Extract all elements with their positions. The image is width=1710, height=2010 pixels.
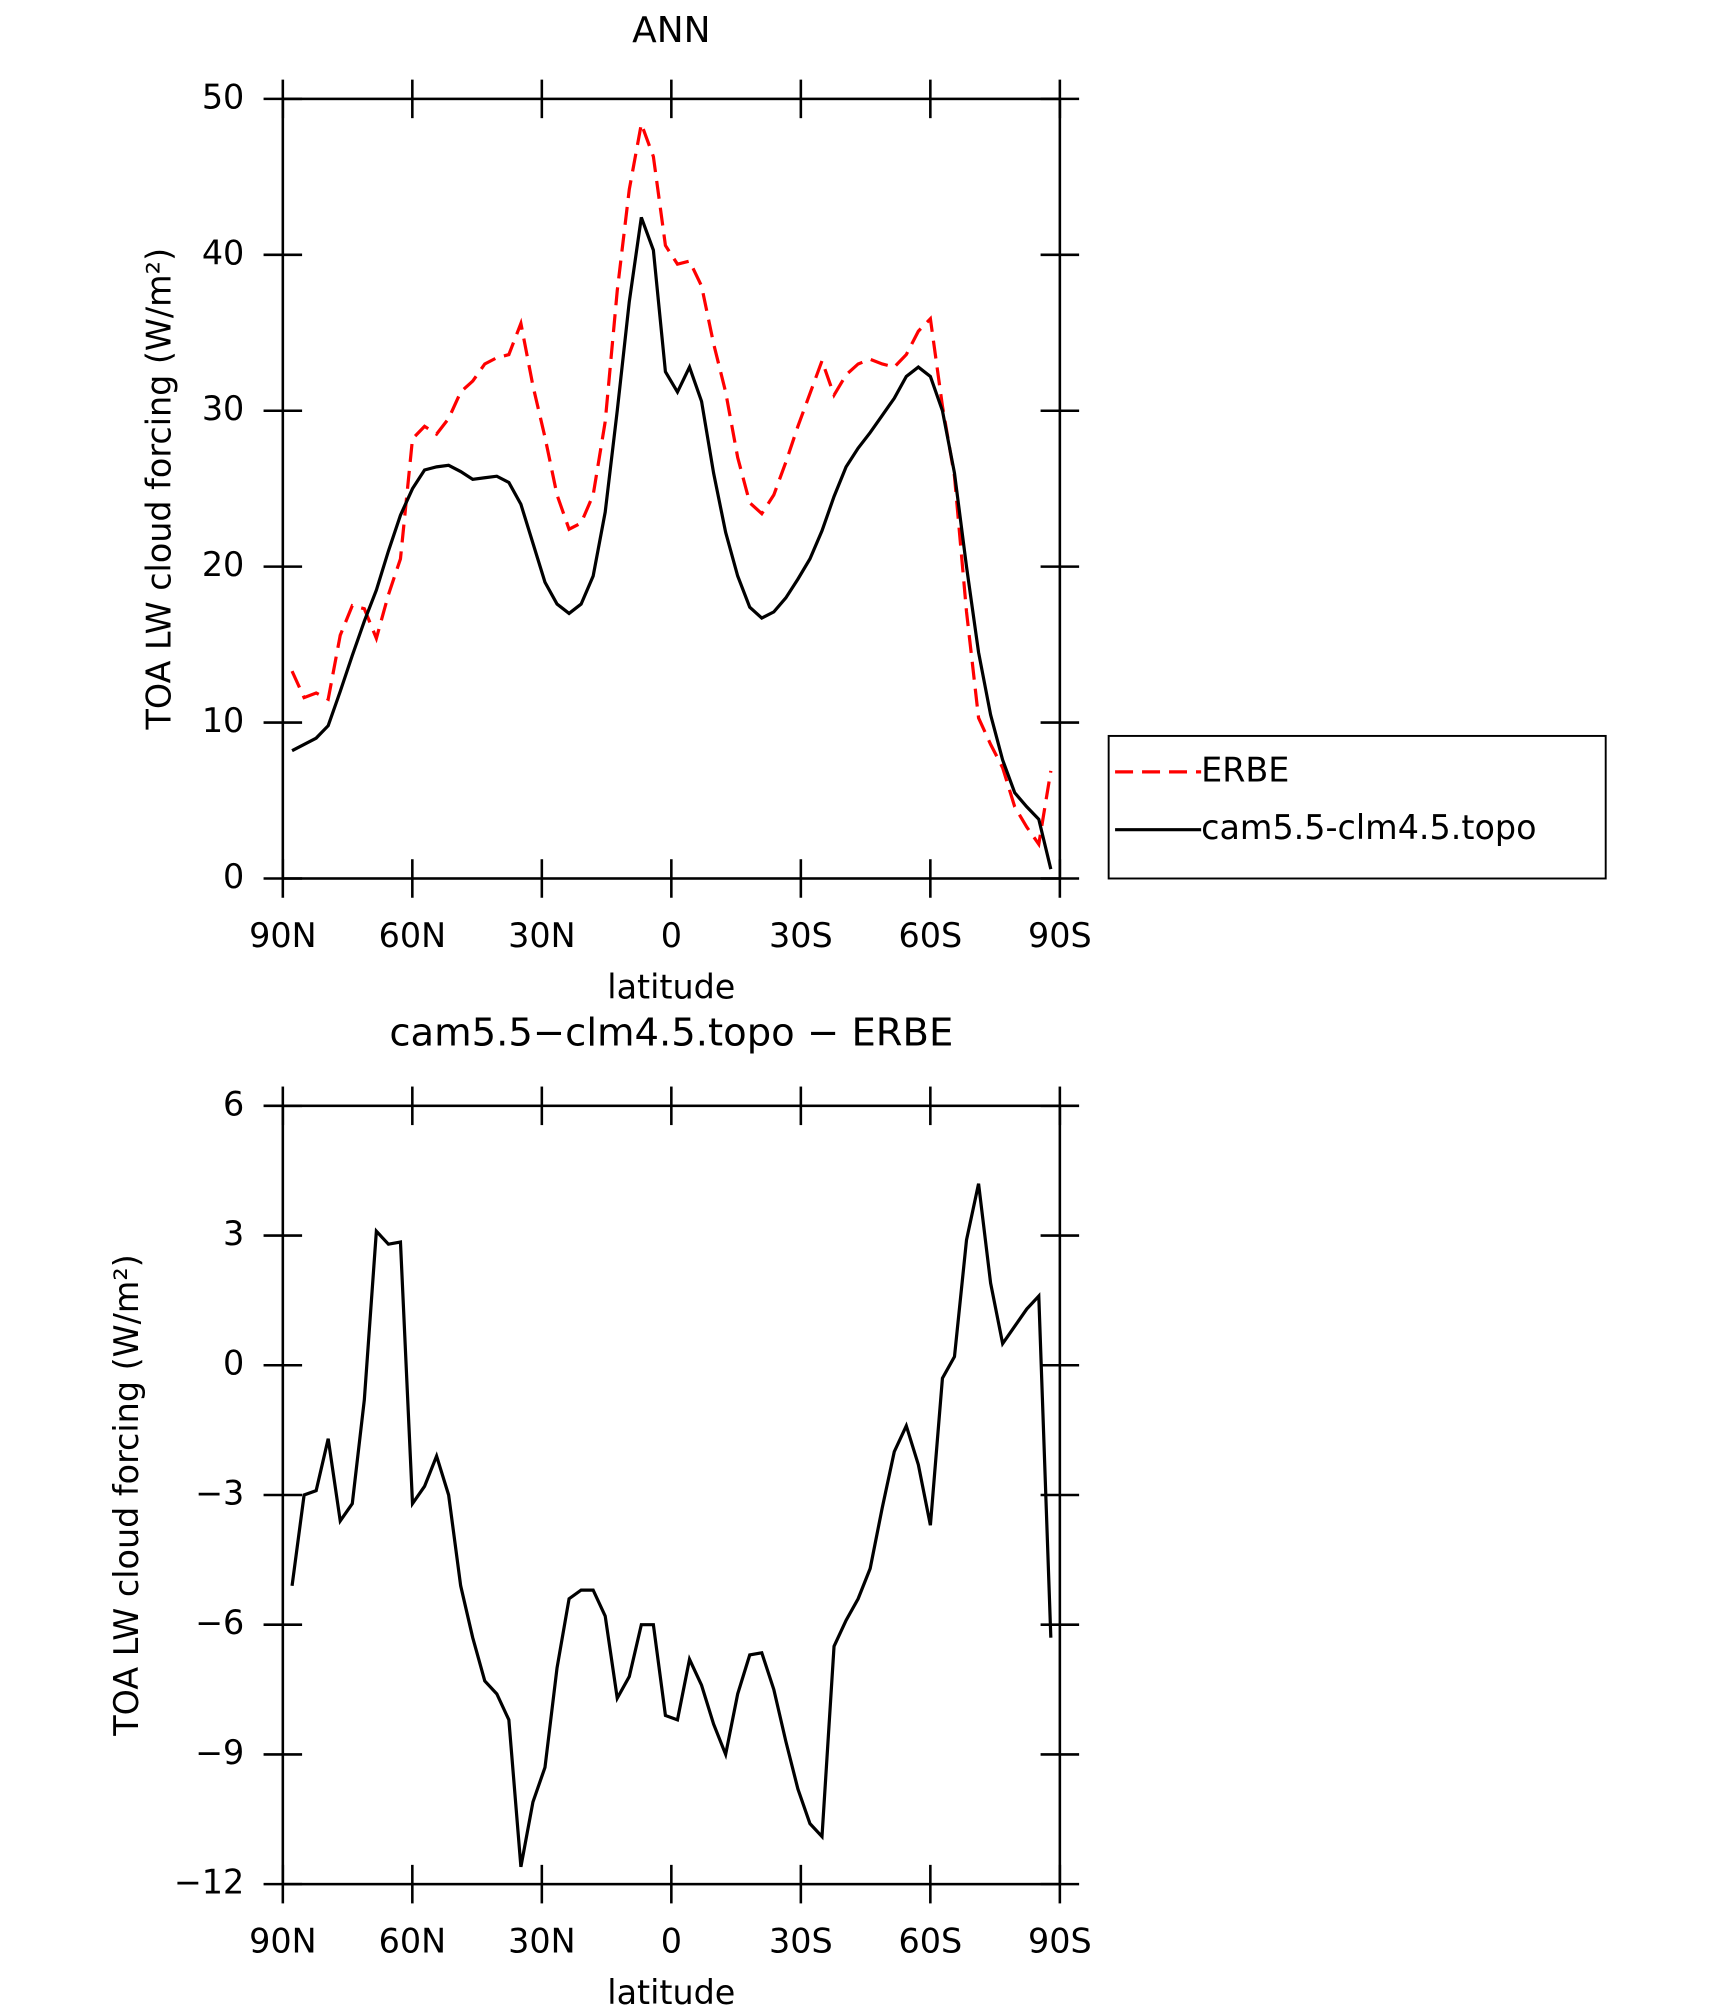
x-tick-label: 60N [379, 1922, 446, 1961]
y-tick-label: 40 [202, 233, 244, 272]
y-tick-label: −6 [195, 1603, 244, 1642]
y-axis-label: TOA LW cloud forcing (W/m²) [139, 248, 178, 731]
y-tick-label: −3 [195, 1473, 244, 1512]
x-axis-label: latitude [607, 967, 735, 1006]
y-tick-label: 0 [223, 1344, 244, 1383]
x-tick-label: 30S [769, 916, 833, 955]
data-line [290, 117, 1053, 849]
y-tick-label: 20 [202, 545, 244, 584]
plot-frame [281, 97, 1062, 880]
x-tick-label: 90S [1028, 916, 1092, 955]
y-tick-label: −12 [174, 1863, 244, 1902]
x-tick-label: 60S [899, 1922, 963, 1961]
x-tick-label: 60N [379, 916, 446, 955]
y-tick-label: 3 [223, 1214, 244, 1253]
legend-label: ERBE [1201, 750, 1289, 789]
data-line [290, 1183, 1053, 1868]
y-tick-label: 50 [202, 77, 244, 116]
y-axis-label: TOA LW cloud forcing (W/m²) [107, 1254, 146, 1737]
x-tick-label: 30S [769, 1922, 833, 1961]
x-axis-label: latitude [607, 1973, 735, 2010]
x-tick-label: 60S [899, 916, 963, 955]
y-tick-label: 30 [202, 389, 244, 428]
x-tick-label: 90N [249, 1922, 316, 1961]
legend-label: cam5.5-clm4.5.topo [1201, 808, 1536, 847]
plot-frame [281, 1104, 1062, 1886]
data-line [291, 216, 1053, 870]
x-tick-label: 30N [508, 916, 575, 955]
y-tick-label: 10 [202, 701, 244, 740]
y-tick-label: −9 [195, 1733, 244, 1772]
x-tick-label: 30N [508, 1922, 575, 1961]
x-tick-label: 0 [661, 1922, 682, 1961]
y-tick-label: 6 [223, 1084, 244, 1123]
chart-title: ANN [632, 10, 710, 51]
chart-title: cam5.5−clm4.5.topo − ERBE [389, 1011, 953, 1056]
x-tick-label: 0 [661, 916, 682, 955]
y-tick-label: 0 [223, 857, 244, 896]
x-tick-label: 90S [1028, 1922, 1092, 1961]
legend-box [1107, 734, 1607, 880]
x-tick-label: 90N [249, 916, 316, 955]
